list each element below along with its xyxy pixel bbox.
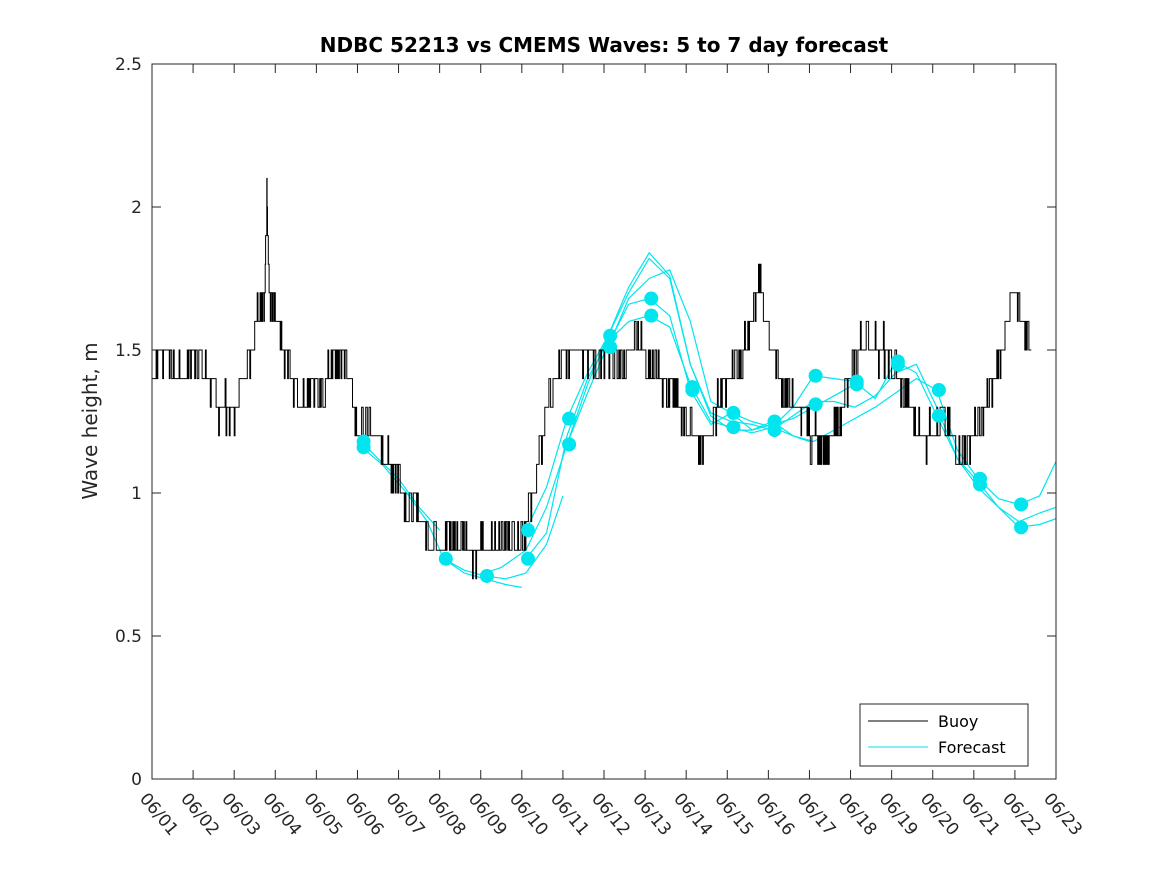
forecast-marker: [520, 523, 535, 538]
forecast-marker: [1014, 497, 1029, 512]
forecast-marker: [1014, 520, 1029, 535]
forecast-marker: [603, 328, 618, 343]
y-tick-label: 0.5: [115, 627, 142, 647]
forecast-marker: [808, 397, 823, 412]
chart-title: NDBC 52213 vs CMEMS Waves: 5 to 7 day fo…: [320, 33, 889, 57]
buoy-line: [152, 177, 1032, 580]
forecast-marker: [931, 408, 946, 423]
forecast-line: [484, 257, 855, 574]
forecast-marker: [438, 551, 453, 566]
legend: Buoy Forecast: [859, 703, 1029, 767]
forecast-marker: [931, 383, 946, 398]
y-tick-label: 2: [131, 198, 142, 218]
y-tick-label: 2.5: [115, 55, 142, 75]
forecast-marker: [603, 340, 618, 355]
forecast-marker: [849, 377, 864, 392]
forecast-marker: [562, 411, 577, 426]
y-tick-label: 1.5: [115, 341, 142, 361]
forecast-marker: [644, 291, 659, 306]
forecast-line: [525, 251, 1056, 531]
y-tick-label: 0: [131, 770, 142, 790]
forecast-marker: [890, 357, 905, 372]
forecast-marker: [520, 551, 535, 566]
legend-box: [859, 703, 1029, 767]
forecast-marker: [479, 568, 494, 583]
forecast-marker: [356, 440, 371, 455]
forecast-marker: [808, 368, 823, 383]
forecast-marker: [972, 477, 987, 492]
legend-buoy-label: Buoy: [938, 712, 978, 731]
forecast-marker: [644, 308, 659, 323]
forecast-marker: [685, 383, 700, 398]
legend-forecast-label: Forecast: [938, 738, 1006, 757]
y-axis-label: Wave height, m: [78, 342, 102, 499]
series-layer: [152, 177, 1056, 588]
y-tick-label: 1: [131, 484, 142, 504]
plot-frame: [151, 63, 1057, 780]
forecast-marker: [726, 420, 741, 435]
forecast-marker: [767, 423, 782, 438]
forecast-marker: [726, 405, 741, 420]
forecast-line: [443, 495, 564, 580]
forecast-marker: [562, 437, 577, 452]
